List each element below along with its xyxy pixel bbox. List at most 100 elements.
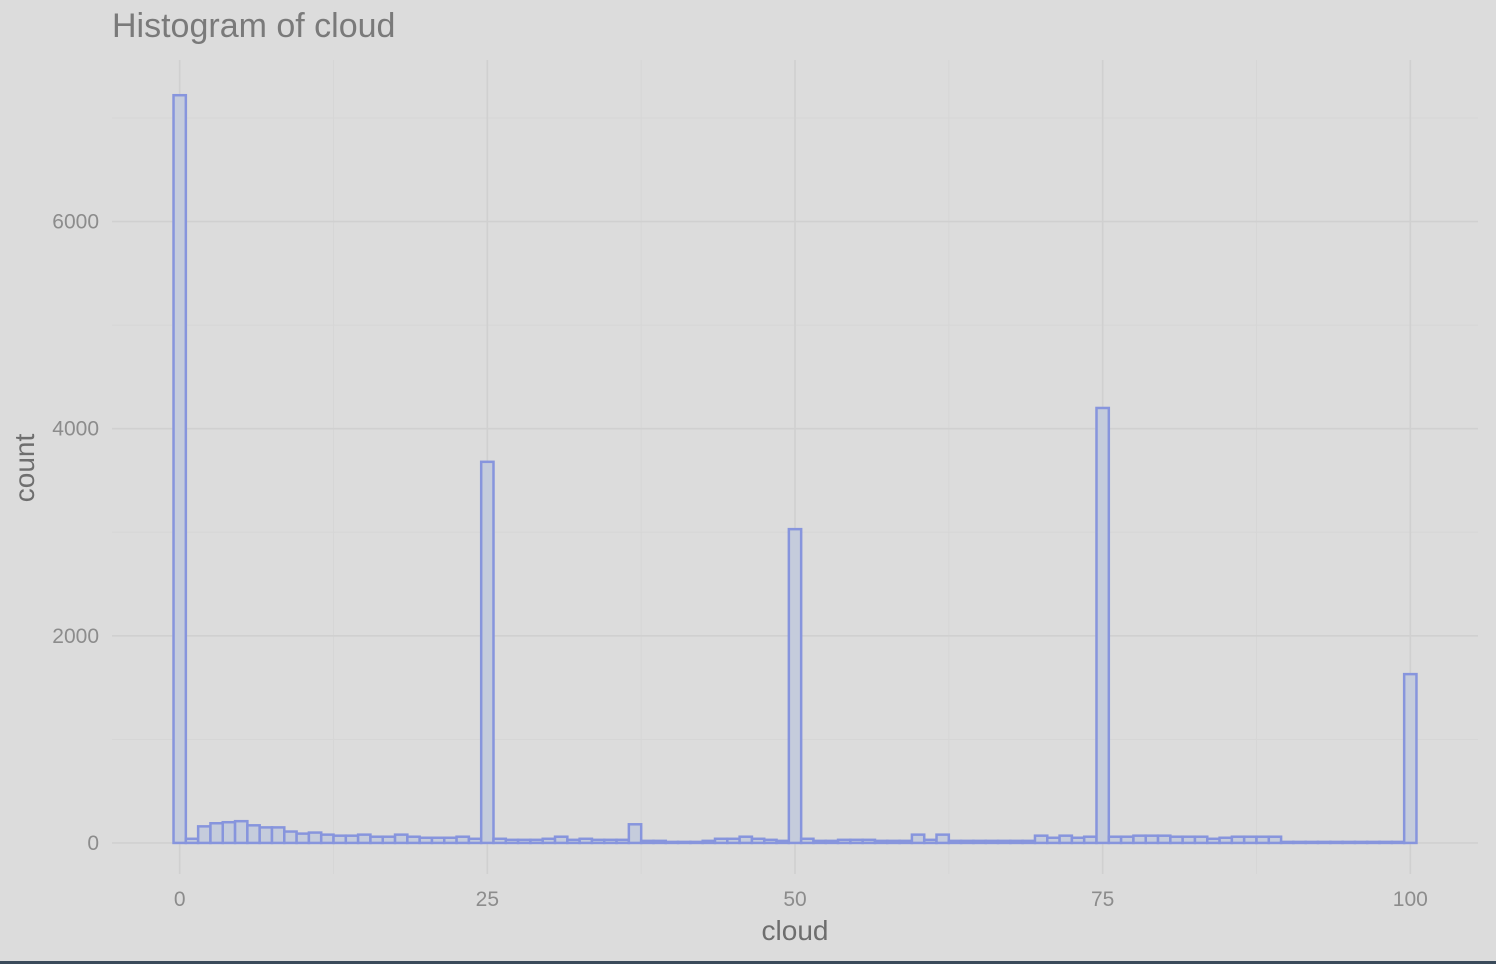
histogram-bar (393, 833, 409, 845)
histogram-bar (1021, 839, 1037, 845)
histogram-bar (1218, 836, 1234, 845)
histogram-bar (541, 837, 557, 845)
histogram-bar (307, 831, 323, 845)
histogram-bar (1230, 835, 1246, 845)
histogram-bar (430, 836, 446, 845)
histogram-bar (910, 833, 926, 845)
histogram-bar (1279, 840, 1295, 845)
histogram-bar (824, 839, 840, 845)
histogram-bar (1206, 837, 1221, 845)
histogram-bar (799, 837, 815, 845)
histogram-bar (726, 837, 741, 845)
histogram-bar (1316, 840, 1332, 845)
histogram-bar (873, 839, 889, 845)
histogram-bar (1156, 834, 1172, 845)
histogram-bar (578, 837, 594, 845)
y-tick-label: 2000 (52, 625, 99, 648)
histogram-bar (1341, 840, 1357, 845)
y-tick-label: 4000 (52, 418, 99, 441)
histogram-bar (209, 822, 225, 845)
histogram-bar (1329, 840, 1344, 845)
histogram-bar (184, 837, 200, 845)
histogram-bar (775, 839, 791, 845)
histogram-bar (492, 837, 508, 845)
histogram-bar (319, 833, 335, 845)
histogram-bar (443, 836, 458, 845)
histogram-bar (381, 835, 397, 845)
histogram-bar (947, 839, 963, 845)
histogram-bar (1033, 834, 1049, 845)
histogram-bar (344, 834, 360, 845)
histogram-bar (406, 835, 421, 845)
histogram-bar (246, 824, 261, 845)
histogram-bar (627, 823, 643, 845)
histogram-bar (1132, 834, 1147, 845)
histogram-bar (1304, 840, 1320, 845)
histogram-bar (1144, 834, 1160, 845)
x-axis-title: cloud (762, 915, 829, 946)
histogram-bar (1292, 840, 1307, 845)
histogram-bar (996, 839, 1012, 845)
histogram-bar (861, 838, 877, 845)
histogram-bar (898, 839, 914, 845)
histogram-bar (984, 839, 1000, 845)
histogram-bar (1365, 840, 1381, 845)
histogram-bar (1242, 835, 1258, 845)
y-tick-label: 0 (87, 832, 99, 855)
histogram-bar (332, 834, 348, 845)
histogram-bar (1193, 835, 1209, 845)
histogram-bar (1181, 835, 1197, 845)
histogram-bar (1070, 836, 1086, 845)
histogram-bar (652, 839, 668, 845)
y-tick-label: 6000 (52, 211, 99, 234)
histogram-bar (295, 832, 311, 845)
histogram-bar (812, 839, 828, 845)
x-tick-label: 75 (1091, 888, 1114, 911)
histogram-bar (689, 840, 704, 845)
histogram-bar (258, 826, 274, 845)
histogram-bar (356, 833, 372, 845)
histogram-bar (1095, 406, 1111, 845)
histogram-bar (1046, 836, 1061, 845)
histogram-bar (1009, 839, 1024, 845)
x-tick-label: 50 (783, 888, 806, 911)
histogram-bar (369, 835, 384, 845)
histogram-bar (196, 825, 212, 845)
histogram-bar (1390, 840, 1406, 845)
histogram-bar (172, 93, 188, 845)
histogram-bar (455, 835, 471, 845)
histogram-bar (553, 835, 569, 845)
histogram-bars (172, 93, 1418, 845)
histogram-bar (1169, 835, 1184, 845)
histogram-bar (1058, 834, 1074, 845)
histogram-bar (922, 838, 938, 845)
histogram-bar (1119, 835, 1135, 845)
histogram-bar (418, 836, 434, 845)
histogram-bar (849, 838, 864, 845)
histogram-bar (1082, 835, 1098, 845)
x-axis-ticks: 0 25 50 75 100 (174, 888, 1428, 911)
histogram-bar (676, 840, 692, 845)
x-tick-label: 100 (1393, 888, 1428, 911)
histogram-bar (713, 837, 729, 845)
histogram-bar (1267, 835, 1283, 845)
histogram-bar (516, 838, 532, 845)
histogram-bar (959, 839, 975, 845)
histogram-bar (603, 838, 618, 845)
histogram-bar (701, 839, 717, 845)
y-axis-title: count (9, 434, 40, 503)
histogram-bar (529, 838, 544, 845)
histogram-bar (467, 837, 483, 845)
histogram-bar (1402, 672, 1418, 845)
histogram-bar (590, 838, 606, 845)
histogram-bar (1255, 835, 1271, 845)
histogram-bar (972, 839, 987, 845)
histogram-bar (738, 835, 754, 845)
histogram-bar (504, 838, 520, 845)
x-tick-label: 25 (476, 888, 499, 911)
histogram-bar (615, 838, 631, 845)
histogram-bar (233, 819, 249, 845)
histogram-bar (639, 839, 655, 845)
histogram-bar (1378, 840, 1394, 845)
